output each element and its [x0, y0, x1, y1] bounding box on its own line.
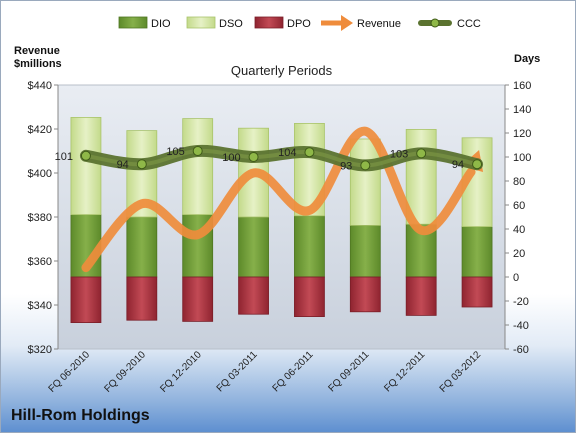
ccc-point	[248, 152, 259, 162]
category-label: FQ 12-2011	[382, 349, 427, 394]
ccc-data-label: 104	[278, 147, 296, 159]
right-tick-label: 20	[513, 248, 525, 260]
bar-dpo	[461, 276, 493, 308]
ccc-data-label: 103	[390, 148, 408, 160]
left-tick-label: $340	[28, 300, 52, 312]
legend-item-dpo: DPO	[254, 16, 311, 30]
ccc-data-label: 94	[117, 159, 129, 171]
ccc-point	[136, 159, 147, 170]
bar-dso	[349, 138, 381, 226]
legend-item-revenue: Revenue	[321, 15, 401, 31]
legend-label: CCC	[457, 18, 481, 30]
left-tick-label: $440	[28, 80, 52, 92]
left-axis-title-line1: Revenue	[14, 45, 60, 57]
right-tick-label: 40	[513, 224, 525, 236]
chart-title: Quarterly Periods	[231, 63, 333, 78]
legend-swatch	[118, 16, 148, 29]
bar-dso	[70, 117, 102, 215]
right-tick-label: 100	[513, 152, 531, 164]
ccc-point	[192, 146, 203, 156]
ccc-data-label: 105	[166, 146, 184, 158]
category-label: FQ 09-2010	[102, 349, 148, 395]
right-tick-label: -20	[513, 296, 529, 308]
bar-dio	[238, 216, 269, 278]
legend-swatch	[254, 16, 284, 29]
bar-dso	[182, 118, 214, 215]
ccc-point	[416, 148, 427, 159]
bar-dpo	[294, 276, 325, 317]
left-tick-label: $360	[28, 256, 52, 268]
bar-dso	[405, 128, 437, 225]
left-tick-label: $380	[28, 212, 52, 224]
category-label: FQ 06-2011	[271, 349, 316, 394]
bar-dpo	[238, 276, 269, 315]
right-tick-label: 80	[513, 176, 525, 188]
bar-dpo	[182, 276, 214, 322]
ccc-data-label: 101	[55, 151, 73, 163]
bar-dio	[294, 215, 325, 278]
legend-label: DSO	[219, 18, 243, 30]
bar-dpo	[70, 276, 102, 323]
legend-label: Revenue	[357, 18, 401, 30]
bar-dio	[461, 226, 493, 278]
ccc-data-label: 100	[222, 152, 240, 164]
legend-arrow-icon	[341, 15, 353, 31]
ccc-point	[304, 147, 315, 158]
legend-label: DPO	[287, 18, 311, 30]
left-tick-label: $400	[28, 168, 52, 180]
right-axis-title: Days	[514, 53, 541, 65]
legend-item-ccc: CCC	[418, 18, 481, 30]
legend-swatch	[186, 16, 216, 29]
ccc-point	[360, 160, 371, 171]
ccc-data-label: 94	[452, 159, 464, 171]
right-tick-label: 60	[513, 200, 525, 212]
revenue-line	[81, 126, 476, 273]
bar-dpo	[126, 276, 158, 321]
right-tick-label: 160	[513, 80, 531, 92]
legend-item-dio: DIO	[118, 16, 171, 30]
right-tick-label: 120	[513, 128, 531, 140]
category-label: FQ 03-2011	[215, 349, 260, 394]
left-tick-label: $320	[28, 344, 52, 356]
left-tick-label: $420	[28, 124, 52, 136]
legend-label: DIO	[151, 18, 171, 30]
right-tick-label: -40	[513, 320, 529, 332]
bar-dpo	[405, 276, 437, 316]
ccc-point	[80, 150, 91, 161]
bar-dpo	[349, 276, 381, 313]
left-axis-title-line2: $millions	[14, 58, 62, 70]
bar-dio	[349, 224, 381, 278]
category-label: FQ 06-2010	[47, 349, 93, 395]
left-axis-title: Revenue $millions	[14, 45, 62, 71]
company-name: Hill-Rom Holdings	[11, 407, 150, 424]
category-label: FQ 03-2012	[438, 349, 484, 395]
right-tick-label: 0	[513, 272, 519, 284]
category-label: FQ 09-2011	[326, 349, 371, 394]
ccc-point	[472, 159, 483, 170]
right-tick-label: 140	[513, 104, 531, 116]
right-tick-label: -60	[513, 344, 529, 356]
legend-marker	[430, 18, 440, 28]
bar-dio	[126, 216, 158, 278]
ccc-data-label: 93	[340, 160, 352, 172]
legend-item-dso: DSO	[186, 16, 243, 30]
category-label: FQ 12-2010	[158, 349, 204, 395]
